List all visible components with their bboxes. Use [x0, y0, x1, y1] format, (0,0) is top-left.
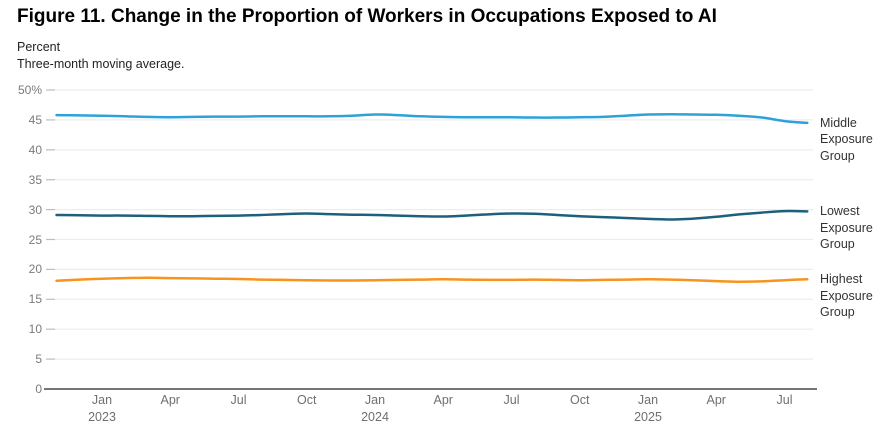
x-axis-tick-label: Jul — [503, 393, 520, 407]
series-line-middle-exposure-group — [55, 112, 809, 125]
y-axis-tick-label: 0 — [35, 382, 42, 396]
x-axis-tick-label: Jul — [230, 393, 247, 407]
series-line-lowest-exposure-group — [55, 209, 809, 221]
y-axis-tick-label: 10 — [28, 322, 42, 337]
x-axis-tick-label: Jan 2023 — [70, 392, 134, 426]
x-axis-year-label: 2025 — [634, 410, 662, 424]
series-label-line: Middle — [820, 115, 857, 130]
y-axis-tick-label: 50% — [17, 83, 42, 97]
series-line-highest-exposure-group — [55, 276, 809, 283]
series-label-line: Lowest — [820, 204, 860, 219]
y-axis-tick-label: 5 — [35, 352, 42, 367]
x-axis-tick-label: Jan 2024 — [343, 392, 407, 426]
y-axis-tick-label: 30 — [28, 202, 42, 217]
series-label-middle-exposure-group: Middle Exposure Group — [820, 115, 873, 165]
x-axis-tick-label: Oct — [570, 393, 590, 407]
y-axis-tick-label: 15 — [28, 292, 42, 307]
x-axis-year-label: 2023 — [88, 410, 116, 424]
series-label-line: Exposure — [820, 220, 873, 235]
y-axis-tick-label: 40 — [28, 142, 42, 157]
x-axis-year-label: 2024 — [361, 410, 389, 424]
figure-note: Three-month moving average. — [17, 57, 185, 71]
x-axis-tick-label: Oct — [297, 393, 317, 407]
y-axis-tick-label: 35 — [28, 172, 42, 187]
y-axis-tick-label: 45 — [28, 112, 42, 127]
y-axis-tick-label: 25 — [28, 232, 42, 247]
series-label-line: Highest — [820, 272, 863, 287]
x-axis-tick-label: Jul — [776, 393, 793, 407]
x-axis-tick-label: Apr — [160, 393, 180, 407]
series-label-line: Exposure — [820, 132, 873, 147]
y-axis-unit-label: Percent — [17, 40, 61, 54]
series-label-highest-exposure-group: Highest Exposure Group — [820, 271, 873, 321]
series-label-line: Group — [820, 148, 855, 163]
x-axis-tick-label: Apr — [433, 393, 453, 407]
series-label-lowest-exposure-group: Lowest Exposure Group — [820, 203, 873, 253]
y-axis-tick-label: 20 — [28, 262, 42, 277]
series-label-line: Group — [820, 237, 855, 252]
series-label-line: Exposure — [820, 288, 873, 303]
x-axis-tick-label: Jan 2025 — [616, 392, 680, 426]
x-axis-tick-label: Apr — [706, 393, 726, 407]
series-label-line: Group — [820, 305, 855, 320]
figure-title: Figure 11. Change in the Proportion of W… — [17, 6, 717, 27]
